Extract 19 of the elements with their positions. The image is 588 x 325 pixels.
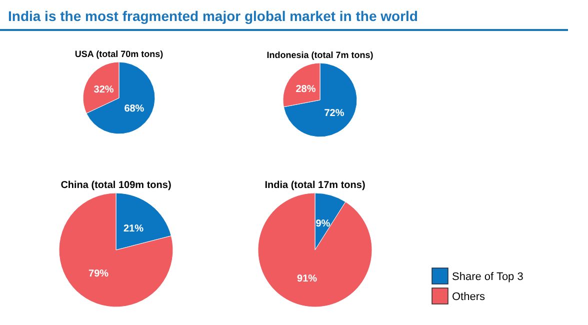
data-label: 91%: [297, 273, 318, 284]
pie-slice: [86, 62, 156, 134]
pie-slice: [258, 192, 372, 308]
data-label: 68%: [124, 104, 144, 115]
legend-label: Share of Top 3: [452, 271, 524, 283]
chart-title: Indonesia (total 7m tons): [266, 50, 374, 60]
pie-slice: [58, 192, 174, 308]
chart-title: India (total 17m tons): [264, 180, 366, 191]
data-label: 72%: [324, 108, 344, 119]
pie-slice: [283, 62, 358, 138]
data-label: 28%: [296, 84, 316, 96]
legend-label: Others: [452, 291, 486, 303]
chart-title: China (total 109m tons): [60, 180, 172, 191]
chart-title: USA (total 70m tons): [74, 49, 164, 59]
data-label: 9%: [316, 218, 330, 230]
data-label: 79%: [88, 268, 109, 280]
data-label: 32%: [94, 84, 114, 96]
data-label: 21%: [123, 223, 144, 234]
text: India is the most fragmented major global market in the world: [8, 8, 418, 24]
